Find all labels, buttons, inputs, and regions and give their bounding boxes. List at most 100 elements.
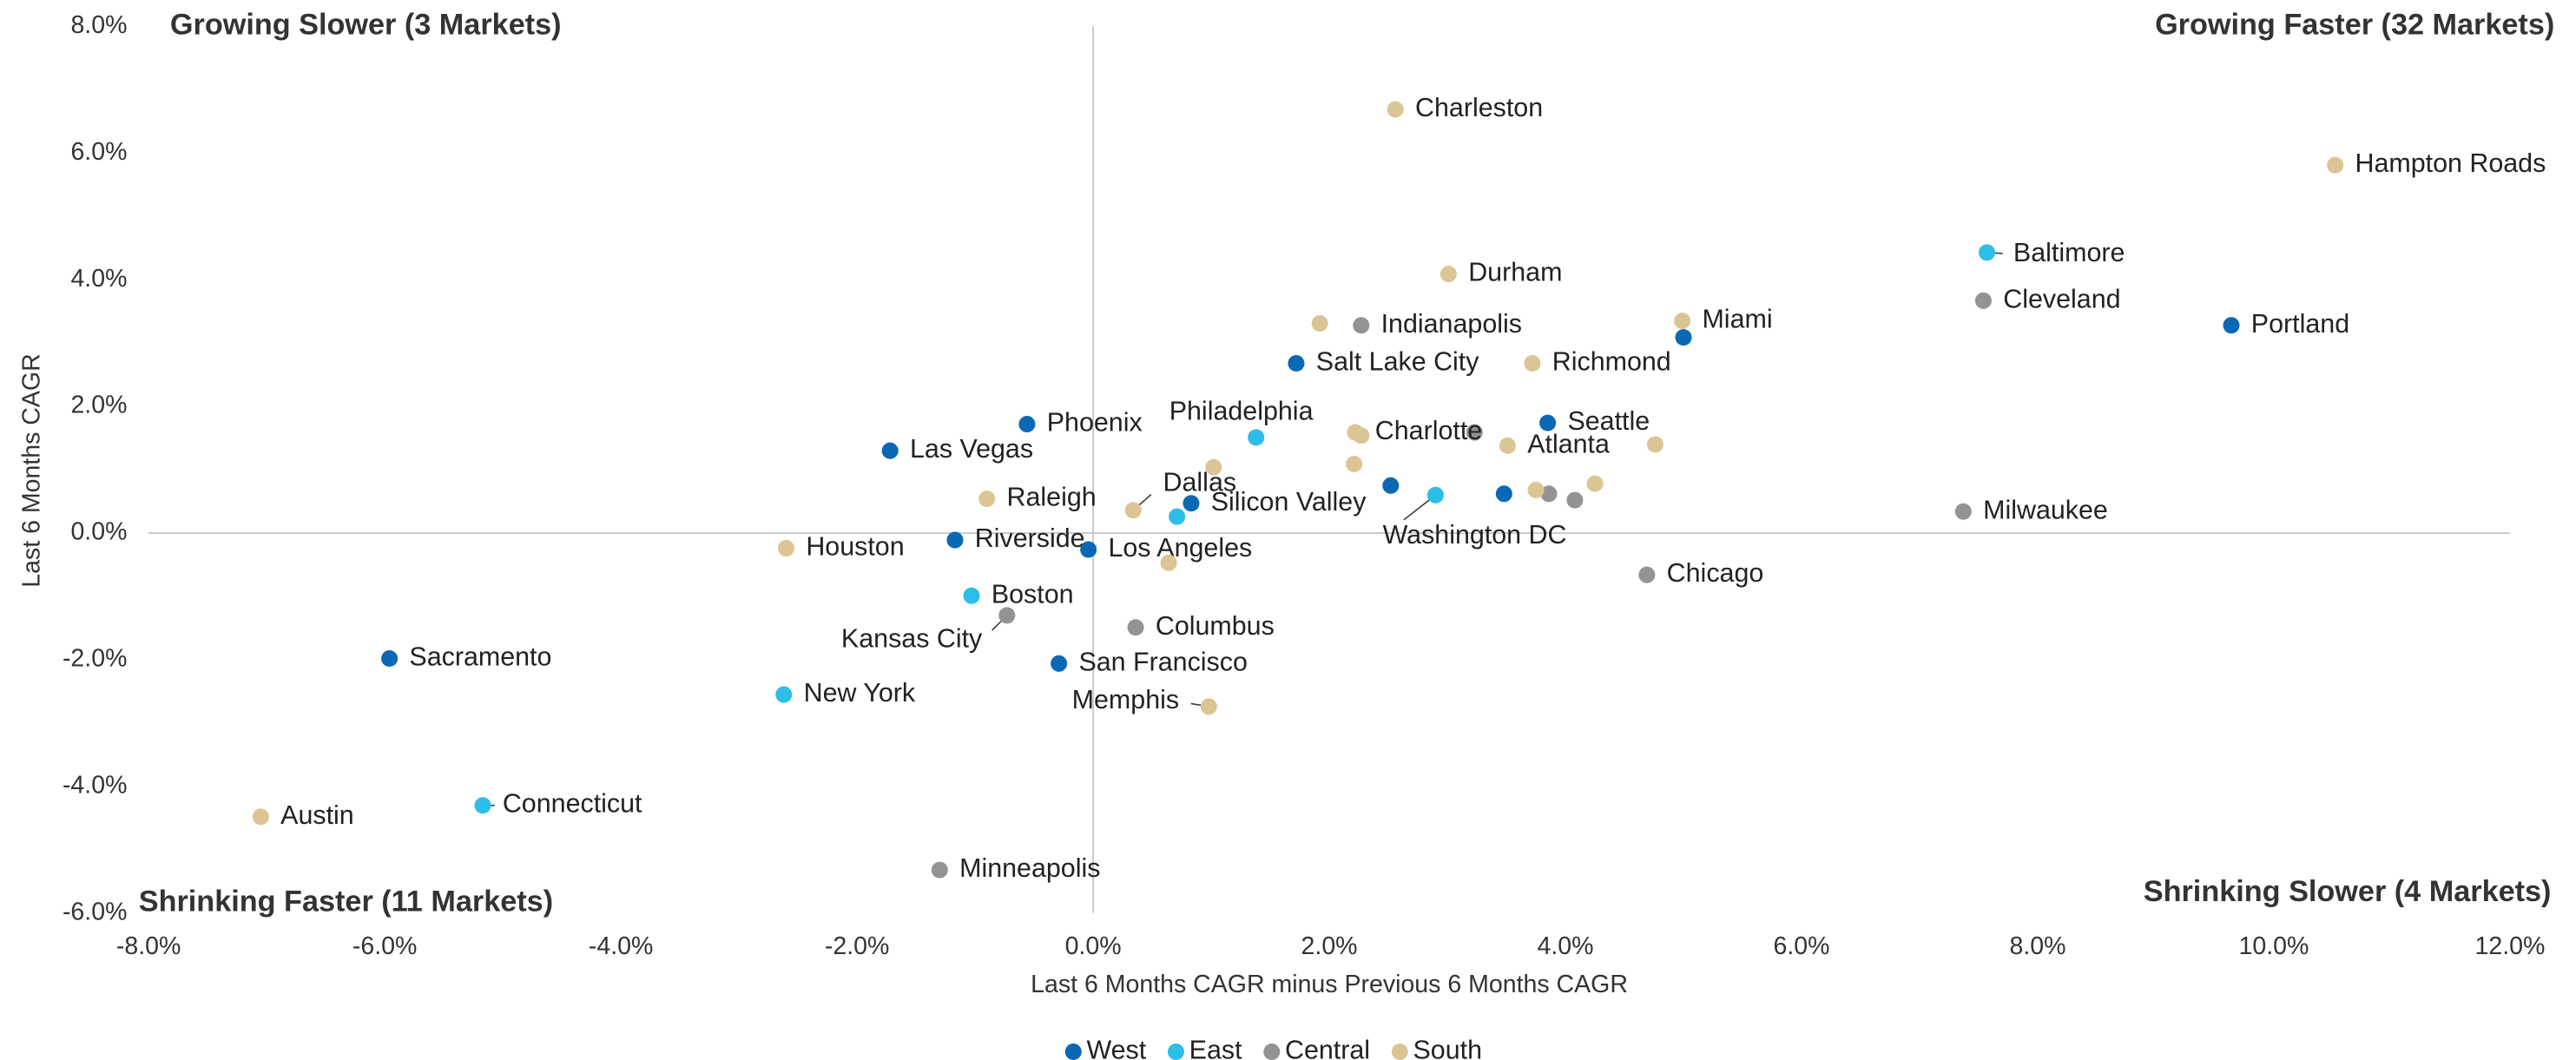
point xyxy=(2327,156,2344,174)
point-label: Phoenix xyxy=(1047,408,1143,438)
y-axis-label: Last 6 Months CAGR xyxy=(18,353,46,587)
x-tick-label: -6.0% xyxy=(352,932,418,960)
point xyxy=(1018,416,1036,433)
point-label: Memphis xyxy=(1072,685,1179,714)
point-label: Portland xyxy=(2251,309,2349,339)
point xyxy=(1353,427,1370,444)
point xyxy=(1387,101,1404,118)
point xyxy=(1675,329,1692,346)
x-tick-label: -2.0% xyxy=(825,932,890,960)
legend-swatch xyxy=(1167,1043,1184,1060)
point xyxy=(1183,495,1200,512)
point xyxy=(381,649,399,667)
point xyxy=(931,861,948,879)
point xyxy=(881,442,899,459)
point-label: Silicon Valley xyxy=(1211,487,1367,517)
point-label: Raleigh xyxy=(1007,483,1097,512)
point xyxy=(1524,355,1541,372)
point xyxy=(978,490,996,508)
x-tick-label: 8.0% xyxy=(2009,932,2065,960)
quadrant-label: Growing Slower (3 Markets) xyxy=(170,8,562,41)
point xyxy=(1539,414,1557,431)
point xyxy=(1978,244,1996,261)
point xyxy=(1495,485,1512,503)
point xyxy=(1051,655,1068,672)
point-label: Washington DC xyxy=(1383,520,1567,550)
point xyxy=(1382,477,1400,494)
y-tick-label: -2.0% xyxy=(63,644,128,672)
point-label: Indianapolis xyxy=(1381,309,1522,339)
point xyxy=(998,607,1016,624)
point-label: Sacramento xyxy=(409,642,551,672)
point xyxy=(1638,566,1656,583)
point xyxy=(1205,458,1222,476)
point-label: Dallas xyxy=(1163,467,1237,497)
point-label: Charleston xyxy=(1415,93,1543,122)
point-label: Richmond xyxy=(1552,347,1671,377)
x-tick-label: -8.0% xyxy=(116,932,181,960)
y-tick-label: 8.0% xyxy=(70,11,127,39)
point-label: Cleveland xyxy=(2003,284,2120,313)
point-label: Kansas City xyxy=(841,623,983,653)
point-label: Houston xyxy=(806,532,904,562)
point xyxy=(1974,292,1992,309)
x-axis-label: Last 6 Months CAGR minus Previous 6 Mont… xyxy=(1031,971,1628,998)
point xyxy=(1540,485,1558,503)
x-tick-label: 12.0% xyxy=(2474,932,2545,960)
point-label: Baltimore xyxy=(2013,238,2125,267)
point-label: Chicago xyxy=(1667,558,1764,588)
point-label: Miami xyxy=(1702,305,1772,334)
point-label: Seattle xyxy=(1567,406,1650,436)
point xyxy=(1426,486,1444,504)
x-tick-label: 10.0% xyxy=(2239,932,2309,960)
point xyxy=(946,531,964,549)
point xyxy=(2223,317,2240,334)
y-tick-label: -4.0% xyxy=(63,771,128,799)
x-tick-label: 2.0% xyxy=(1301,932,1358,960)
point xyxy=(775,686,793,703)
point xyxy=(963,587,980,604)
point xyxy=(777,540,795,557)
point xyxy=(1527,481,1545,498)
point xyxy=(1200,698,1217,715)
legend-swatch xyxy=(1263,1043,1281,1060)
point xyxy=(1646,436,1664,453)
quadrant-label: Growing Faster (32 Markets) xyxy=(2155,8,2554,41)
point-label: Durham xyxy=(1468,258,1562,287)
legend-label: West xyxy=(1086,1036,1146,1060)
point-label: Charlotte xyxy=(1375,416,1482,445)
point-label: Las Vegas xyxy=(910,434,1033,464)
point-label: Atlanta xyxy=(1527,429,1610,458)
point-label: Austin xyxy=(280,800,354,830)
x-tick-label: 4.0% xyxy=(1538,932,1594,960)
y-tick-label: 0.0% xyxy=(70,518,127,546)
legend-swatch xyxy=(1064,1043,1082,1060)
point xyxy=(1674,313,1691,330)
y-tick-label: 6.0% xyxy=(70,138,127,166)
point xyxy=(1160,554,1177,571)
x-tick-label: 0.0% xyxy=(1065,932,1122,960)
y-tick-label: -6.0% xyxy=(63,898,128,925)
point-label: Hampton Roads xyxy=(2355,148,2546,178)
point xyxy=(1311,315,1328,332)
point xyxy=(1288,355,1305,372)
legend-label: East xyxy=(1189,1036,1242,1060)
point-label: Riverside xyxy=(975,523,1085,553)
quadrant-label: Shrinking Slower (4 Markets) xyxy=(2144,875,2552,908)
point xyxy=(1440,266,1457,283)
point-label: New York xyxy=(804,678,916,708)
point xyxy=(1169,508,1186,525)
point xyxy=(1127,619,1144,636)
y-tick-label: 2.0% xyxy=(70,392,127,419)
x-tick-label: 6.0% xyxy=(1773,932,1829,960)
quadrant-label: Shrinking Faster (11 Markets) xyxy=(139,885,553,918)
point xyxy=(1954,503,1972,520)
point xyxy=(1353,317,1370,334)
x-tick-label: -4.0% xyxy=(589,932,654,960)
legend-label: South xyxy=(1413,1036,1483,1060)
point xyxy=(1080,541,1097,558)
point-label: Columbus xyxy=(1156,611,1275,641)
point xyxy=(1586,475,1604,492)
point-label: Connecticut xyxy=(503,789,642,819)
